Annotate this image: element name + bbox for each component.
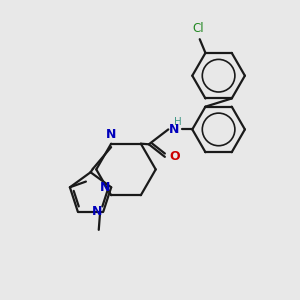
Text: N: N (100, 181, 110, 194)
Text: N: N (106, 128, 116, 141)
Text: N: N (92, 205, 102, 218)
Text: N: N (169, 123, 179, 136)
Text: O: O (169, 150, 180, 164)
Text: Cl: Cl (193, 22, 204, 34)
Text: H: H (174, 117, 181, 127)
